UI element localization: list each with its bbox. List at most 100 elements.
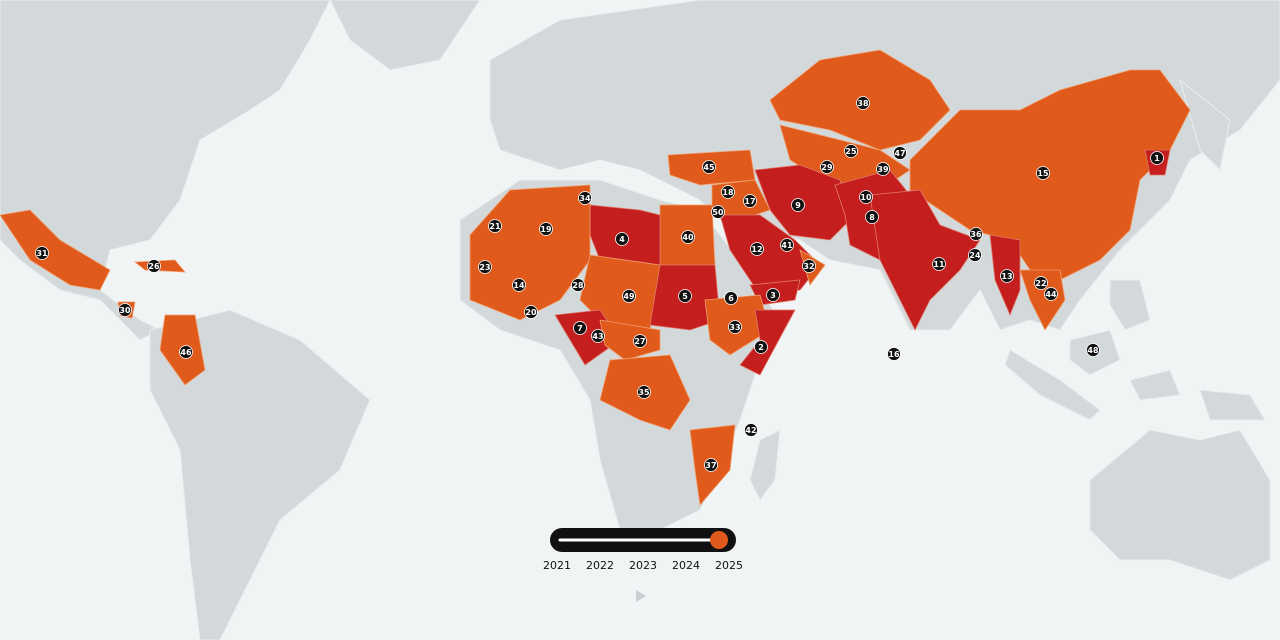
marker-label: 18 bbox=[722, 188, 734, 197]
marker-dot bbox=[887, 347, 901, 361]
marker-dot bbox=[766, 288, 780, 302]
marker-label: 46 bbox=[180, 348, 192, 357]
marker-dot bbox=[478, 260, 492, 274]
marker-dot bbox=[721, 185, 735, 199]
marker[interactable]: 35 bbox=[637, 385, 651, 399]
marker[interactable]: 42 bbox=[744, 423, 758, 437]
slider-knob[interactable] bbox=[710, 531, 728, 549]
marker[interactable]: 12 bbox=[750, 242, 764, 256]
marker[interactable]: 24 bbox=[968, 248, 982, 262]
year-label: 2021 bbox=[543, 559, 571, 572]
marker[interactable]: 10 bbox=[859, 190, 873, 204]
marker-dot bbox=[1086, 343, 1100, 357]
marker-label: 11 bbox=[933, 260, 945, 269]
marker-dot bbox=[802, 259, 816, 273]
marker[interactable]: 1 bbox=[1150, 151, 1164, 165]
marker-label: 45 bbox=[703, 163, 715, 172]
marker[interactable]: 34 bbox=[578, 191, 592, 205]
marker[interactable]: 40 bbox=[681, 230, 695, 244]
marker[interactable]: 8 bbox=[865, 210, 879, 224]
marker[interactable]: 49 bbox=[622, 289, 636, 303]
marker[interactable]: 36 bbox=[969, 227, 983, 241]
marker-dot bbox=[1000, 269, 1014, 283]
marker[interactable]: 29 bbox=[820, 160, 834, 174]
marker[interactable]: 26 bbox=[147, 259, 161, 273]
marker-dot bbox=[780, 238, 794, 252]
marker[interactable]: 22 bbox=[1034, 276, 1048, 290]
marker-label: 42 bbox=[745, 426, 756, 435]
marker[interactable]: 6 bbox=[724, 291, 738, 305]
marker-label: 37 bbox=[705, 461, 716, 470]
timeline-slider[interactable] bbox=[550, 528, 736, 552]
marker-label: 35 bbox=[638, 388, 650, 397]
marker-dot bbox=[865, 210, 879, 224]
marker-label: 29 bbox=[821, 163, 833, 172]
marker-label: 26 bbox=[148, 262, 160, 271]
marker-dot bbox=[968, 248, 982, 262]
marker-dot bbox=[856, 96, 870, 110]
marker[interactable]: 4 bbox=[615, 232, 629, 246]
marker[interactable]: 48 bbox=[1086, 343, 1100, 357]
marker[interactable]: 7 bbox=[573, 321, 587, 335]
marker[interactable]: 18 bbox=[721, 185, 735, 199]
marker-dot bbox=[512, 278, 526, 292]
marker-label: 27 bbox=[634, 337, 645, 346]
marker[interactable]: 31 bbox=[35, 246, 49, 260]
marker-dot bbox=[743, 194, 757, 208]
marker-label: 39 bbox=[877, 165, 889, 174]
marker-dot bbox=[35, 246, 49, 260]
marker[interactable]: 17 bbox=[743, 194, 757, 208]
marker[interactable]: 33 bbox=[728, 320, 742, 334]
marker[interactable]: 30 bbox=[118, 303, 132, 317]
marker-label: 31 bbox=[36, 249, 48, 258]
marker-dot bbox=[539, 222, 553, 236]
marker-label: 8 bbox=[869, 213, 875, 222]
marker[interactable]: 23 bbox=[478, 260, 492, 274]
marker-dot bbox=[1034, 276, 1048, 290]
marker[interactable]: 28 bbox=[571, 278, 585, 292]
marker[interactable]: 9 bbox=[791, 198, 805, 212]
highlighted-countries bbox=[0, 49, 1191, 506]
marker[interactable]: 3 bbox=[766, 288, 780, 302]
marker-label: 48 bbox=[1087, 346, 1099, 355]
marker-label: 21 bbox=[489, 222, 501, 231]
marker[interactable]: 20 bbox=[524, 305, 538, 319]
marker[interactable]: 38 bbox=[856, 96, 870, 110]
marker-dot bbox=[615, 232, 629, 246]
marker-dot bbox=[488, 219, 502, 233]
marker[interactable]: 16 bbox=[887, 347, 901, 361]
marker[interactable]: 45 bbox=[702, 160, 716, 174]
marker[interactable]: 21 bbox=[488, 219, 502, 233]
marker[interactable]: 37 bbox=[704, 458, 718, 472]
marker[interactable]: 27 bbox=[633, 334, 647, 348]
marker[interactable]: 13 bbox=[1000, 269, 1014, 283]
marker[interactable]: 41 bbox=[780, 238, 794, 252]
marker[interactable]: 43 bbox=[591, 329, 605, 343]
marker[interactable]: 2 bbox=[754, 340, 768, 354]
marker-label: 28 bbox=[572, 281, 584, 290]
marker[interactable]: 11 bbox=[932, 257, 946, 271]
marker[interactable]: 5 bbox=[678, 289, 692, 303]
marker-label: 41 bbox=[781, 241, 793, 250]
marker-label: 40 bbox=[682, 233, 694, 242]
marker-dot bbox=[1036, 166, 1050, 180]
marker-dot bbox=[1044, 287, 1058, 301]
marker[interactable]: 39 bbox=[876, 162, 890, 176]
marker[interactable]: 19 bbox=[539, 222, 553, 236]
marker-label: 7 bbox=[577, 324, 583, 333]
marker[interactable]: 50 bbox=[711, 205, 725, 219]
marker-dot bbox=[702, 160, 716, 174]
marker-dot bbox=[681, 230, 695, 244]
marker-dot bbox=[179, 345, 193, 359]
marker-dot bbox=[750, 242, 764, 256]
marker[interactable]: 44 bbox=[1044, 287, 1058, 301]
marker[interactable]: 46 bbox=[179, 345, 193, 359]
marker[interactable]: 15 bbox=[1036, 166, 1050, 180]
marker[interactable]: 47 bbox=[893, 146, 907, 160]
marker[interactable]: 25 bbox=[844, 144, 858, 158]
marker[interactable]: 32 bbox=[802, 259, 816, 273]
marker-dot bbox=[571, 278, 585, 292]
marker-dot bbox=[893, 146, 907, 160]
marker[interactable]: 14 bbox=[512, 278, 526, 292]
